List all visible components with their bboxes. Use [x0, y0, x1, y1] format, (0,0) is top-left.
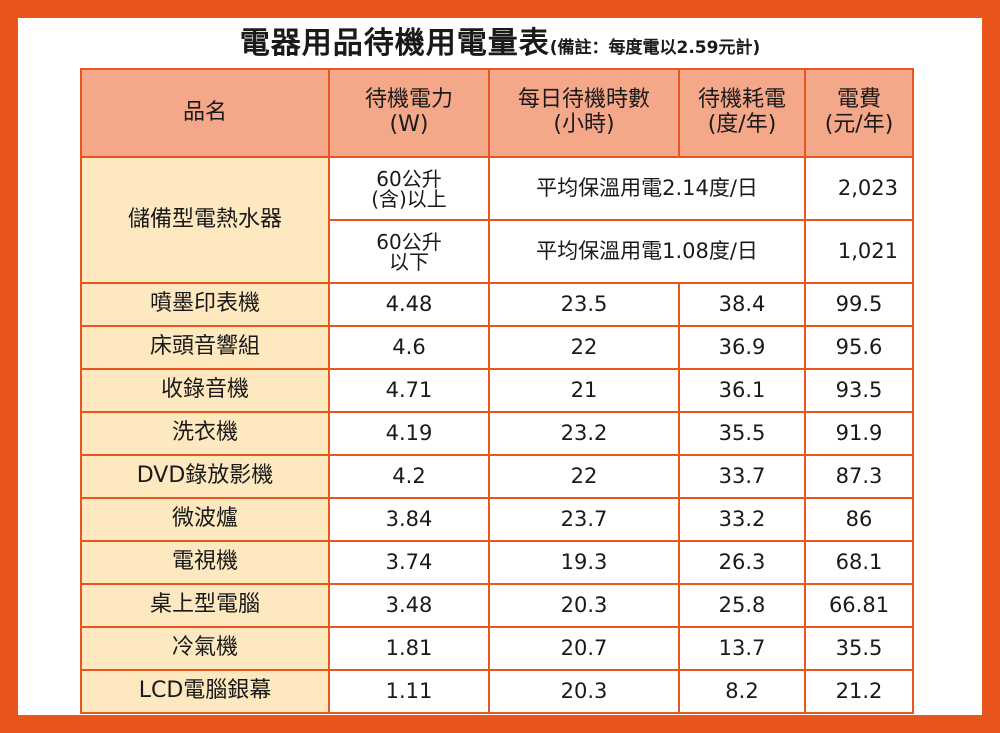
header-row: 品名 待機電力 (W) 每日待機時數 (小時) 待機耗電 (度/年) 電費 (元/年) [80, 68, 914, 158]
row-name: 電視機 [80, 540, 330, 585]
header-fee: 電費 (元/年) [804, 68, 914, 158]
row-kwh: 33.2 [678, 497, 806, 542]
row-fee: 35.5 [804, 626, 914, 671]
table-row: DVD錄放影機 4.2 22 33.7 87.3 [80, 454, 914, 499]
table-row: 60公升 以下 平均保溫用電1.08度/日 1,021 [81, 219, 914, 284]
title-area: 電器用品待機用電量表(備註：每度電以2.59元計) [0, 18, 1000, 64]
row-fee: 66.81 [804, 583, 914, 628]
table-row: 冷氣機 1.81 20.7 13.7 35.5 [80, 626, 914, 671]
row-power: 3.74 [328, 540, 490, 585]
row-fee: 87.3 [804, 454, 914, 499]
row-kwh: 36.9 [678, 325, 806, 370]
row-power: 1.81 [328, 626, 490, 671]
row-hours: 19.3 [488, 540, 680, 585]
row-fee: 99.5 [804, 282, 914, 327]
row-power: 3.84 [328, 497, 490, 542]
row-hours: 21 [488, 368, 680, 413]
header-consumption: 待機耗電 (度/年) [678, 68, 806, 158]
row-fee: 93.5 [804, 368, 914, 413]
row-hours: 20.3 [488, 583, 680, 628]
table-row: 電視機 3.74 19.3 26.3 68.1 [80, 540, 914, 585]
row-name: 冷氣機 [80, 626, 330, 671]
header-hours: 每日待機時數 (小時) [488, 68, 680, 158]
table-row: 微波爐 3.84 23.7 33.2 86 [80, 497, 914, 542]
row-description: 平均保溫用電2.14度/日 [488, 156, 806, 221]
row-hours: 23.7 [488, 497, 680, 542]
row-fee: 91.9 [804, 411, 914, 456]
row-power: 4.71 [328, 368, 490, 413]
row-name: 床頭音響組 [80, 325, 330, 370]
row-subtype: 60公升 (含)以上 [328, 156, 490, 221]
row-fee: 68.1 [804, 540, 914, 585]
row-power: 4.2 [328, 454, 490, 499]
row-kwh: 33.7 [678, 454, 806, 499]
row-power: 4.6 [328, 325, 490, 370]
table-row: 噴墨印表機 4.48 23.5 38.4 99.5 [80, 282, 914, 327]
row-kwh: 38.4 [678, 282, 806, 327]
table-row: 儲備型電熱水器 60公升 (含)以上 平均保溫用電2.14度/日 2,023 [80, 156, 914, 284]
row-name: LCD電腦銀幕 [80, 669, 330, 714]
table-row: 洗衣機 4.19 23.2 35.5 91.9 [80, 411, 914, 456]
row-hours: 22 [488, 325, 680, 370]
row-name: 微波爐 [80, 497, 330, 542]
row-kwh: 35.5 [678, 411, 806, 456]
row-kwh: 26.3 [678, 540, 806, 585]
row-power: 4.48 [328, 282, 490, 327]
title-note: (備註：每度電以2.59元計) [549, 38, 761, 58]
row-fee: 1,021 [804, 219, 914, 284]
row-name: 收錄音機 [80, 368, 330, 413]
row-fee: 2,023 [804, 156, 914, 221]
row-description: 平均保溫用電1.08度/日 [488, 219, 806, 284]
row-name: 桌上型電腦 [80, 583, 330, 628]
row-fee: 95.6 [804, 325, 914, 370]
row-kwh: 36.1 [678, 368, 806, 413]
row-fee: 21.2 [804, 669, 914, 714]
row-hours: 20.7 [488, 626, 680, 671]
row-name: 儲備型電熱水器 [80, 156, 330, 284]
header-name: 品名 [80, 68, 330, 158]
row-name: DVD錄放影機 [80, 454, 330, 499]
page-title: 電器用品待機用電量表 [239, 26, 550, 61]
row-fee: 86 [804, 497, 914, 542]
table-row: 床頭音響組 4.6 22 36.9 95.6 [80, 325, 914, 370]
row-hours: 23.2 [488, 411, 680, 456]
row-kwh: 25.8 [678, 583, 806, 628]
row-hours: 22 [488, 454, 680, 499]
row-subtype: 60公升 以下 [328, 219, 490, 284]
row-power: 4.19 [328, 411, 490, 456]
table-row: LCD電腦銀幕 1.11 20.3 8.2 21.2 [80, 669, 914, 714]
row-hours: 20.3 [488, 669, 680, 714]
row-power: 3.48 [328, 583, 490, 628]
row-hours: 23.5 [488, 282, 680, 327]
row-name: 洗衣機 [80, 411, 330, 456]
row-kwh: 13.7 [678, 626, 806, 671]
header-power: 待機電力 (W) [328, 68, 490, 158]
row-name: 噴墨印表機 [80, 282, 330, 327]
standby-power-table: 品名 待機電力 (W) 每日待機時數 (小時) 待機耗電 (度/年) 電費 (元/年) … [80, 68, 914, 714]
table-row: 收錄音機 4.71 21 36.1 93.5 [80, 368, 914, 413]
row-kwh: 8.2 [678, 669, 806, 714]
row-power: 1.11 [328, 669, 490, 714]
table-row: 桌上型電腦 3.48 20.3 25.8 66.81 [80, 583, 914, 628]
